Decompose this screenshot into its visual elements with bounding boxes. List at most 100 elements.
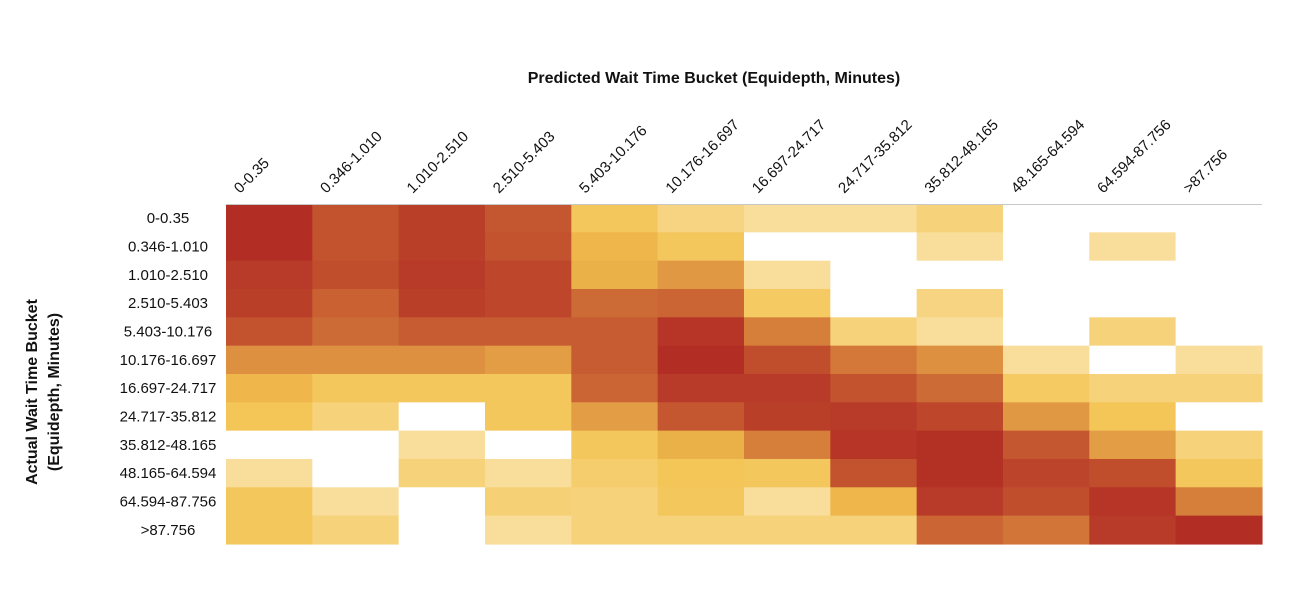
y-tick-label: 24.717-35.812 [120,409,217,426]
heatmap-cell [916,402,1004,432]
heatmap-cell [571,487,659,517]
heatmap-cell [484,317,572,347]
heatmap-cell [1175,430,1263,460]
heatmap-cell [226,373,313,403]
heatmap-cell [312,345,400,375]
heatmap-cell [657,345,745,375]
heatmap-cell [657,317,745,347]
x-tick-label: 0.346-1.010 [317,128,386,197]
heatmap-cell [743,288,831,318]
heatmap-cell [1002,430,1090,460]
heatmap-cell [484,345,572,375]
heatmap-cell [571,345,659,375]
y-tick-label: 16.697-24.717 [120,380,217,397]
heatmap-cell [1089,487,1177,517]
heatmap-cell [1175,345,1263,375]
y-axis-title-line1: Actual Wait Time Bucket [24,298,41,484]
heatmap-cell [571,260,659,290]
heatmap-cell [1002,458,1090,488]
y-tick-labels: 0-0.35 0.346-1.010 1.010-2.510 2.510-5.403 5… [120,210,217,539]
heatmap-cell [398,232,486,262]
heatmap-cell [226,487,313,517]
heatmap-cell [916,458,1004,488]
heatmap-cell [1175,402,1263,432]
heatmap-cell [830,402,918,432]
heatmap-cell [743,430,831,460]
heatmap-cell [484,487,572,517]
heatmap-cell [484,458,572,488]
heatmap-cell [226,515,313,545]
heatmap-cell [571,232,659,262]
heatmap-cell [571,317,659,347]
heatmap-cell [1089,515,1177,545]
heatmap-cell [916,515,1004,545]
heatmap-cell [226,430,313,460]
heatmap-cell [1002,373,1090,403]
heatmap-cell [743,345,831,375]
heatmap-cell [484,373,572,403]
heatmap-cell [312,487,400,517]
heatmap-cell [484,260,572,290]
y-tick-label: 35.812-48.165 [120,437,217,454]
heatmap-cell [312,515,400,545]
heatmap-cell [1002,232,1090,262]
heatmap-cell [1002,345,1090,375]
heatmap-cell [398,317,486,347]
heatmap-cell [1002,204,1090,233]
heatmap-cell [830,458,918,488]
heatmap-cell [743,204,831,233]
heatmap-cell [1002,515,1090,545]
heatmap-cell [226,458,313,488]
heatmap-cell [571,430,659,460]
heatmap-cell [916,288,1004,318]
heatmap-cell [1175,458,1263,488]
heatmap-cell [916,204,1004,233]
heatmap-cell [830,232,918,262]
y-tick-label: 2.510-5.403 [128,295,208,312]
heatmap-cell [1089,458,1177,488]
heatmap-cell [312,232,400,262]
heatmap-cell [398,373,486,403]
heatmap-cell [657,487,745,517]
x-tick-label: 48.165-64.594 [1008,116,1088,196]
x-tick-label: 64.594-87.756 [1094,116,1174,196]
heatmap-cell [830,288,918,318]
heatmap-cell [916,260,1004,290]
heatmap-cell [484,288,572,318]
heatmap-cell [571,288,659,318]
heatmap-cell [484,430,572,460]
heatmap-cell [1175,260,1263,290]
y-tick-label: 48.165-64.594 [120,465,217,482]
x-tick-label: >87.756 [1180,146,1231,197]
heatmap-cell [1175,317,1263,347]
heatmap-cell [312,402,400,432]
y-tick-label: 1.010-2.510 [128,267,208,284]
heatmap-cell [484,515,572,545]
heatmap-cell [916,430,1004,460]
heatmap-cell [916,345,1004,375]
x-tick-label: 24.717-35.812 [835,116,915,196]
y-tick-label: 5.403-10.176 [124,324,212,341]
heatmap-cell [312,458,400,488]
heatmap-cell [1175,515,1263,545]
y-tick-label: 0-0.35 [147,210,190,227]
y-tick-label: >87.756 [141,522,196,539]
heatmap-cell [1089,317,1177,347]
heatmap-cell [1175,487,1263,517]
heatmap-cell [226,317,313,347]
y-tick-label: 64.594-87.756 [120,494,217,511]
heatmap-cell [657,204,745,233]
x-tick-label: 10.176-16.697 [662,116,742,196]
heatmap-cell [1002,317,1090,347]
heatmap-cell [312,204,400,233]
heatmap-cell [1089,260,1177,290]
heatmap-cell [657,430,745,460]
heatmap-cell [571,458,659,488]
heatmap-cell [1175,204,1263,233]
heatmap-cell [1089,402,1177,432]
heatmap-cell [312,260,400,290]
heatmap-cell [830,345,918,375]
x-tick-label: 0-0.35 [231,155,273,197]
heatmap-cell [398,260,486,290]
heatmap-cell [830,204,918,233]
